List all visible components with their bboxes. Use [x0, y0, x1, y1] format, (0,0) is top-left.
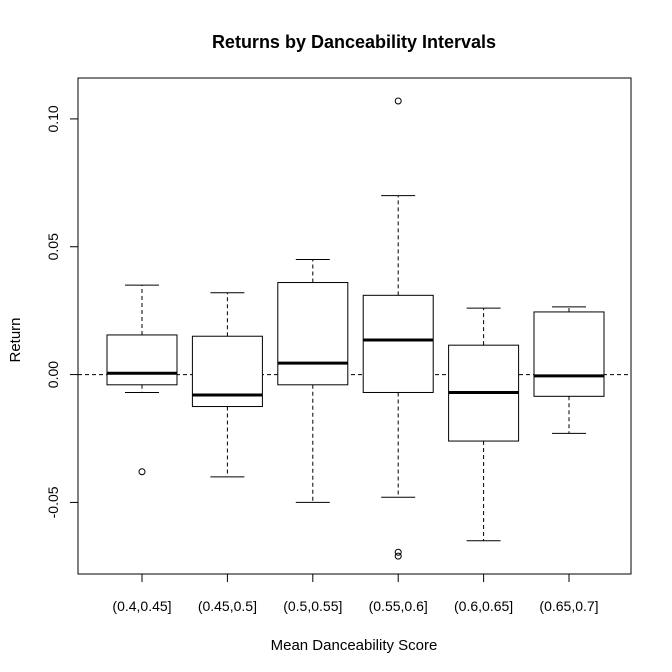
- y-tick-label: 0.05: [45, 233, 61, 260]
- outlier-point: [394, 552, 402, 560]
- y-tick-label: -0.05: [45, 486, 61, 518]
- y-tick-label: 0.00: [45, 361, 61, 388]
- outlier-point: [394, 548, 402, 556]
- outlier-point: [394, 97, 402, 105]
- x-tick-label: (0.65,0.7]: [539, 598, 598, 614]
- x-tick-label: (0.55,0.6]: [369, 598, 428, 614]
- outlier-point: [138, 468, 146, 476]
- x-tick-label: (0.6,0.65]: [454, 598, 513, 614]
- plot-marks: -0.05 0.00 0.05 0.10 (0.4,0.45] (0.45,0.5] (0.…: [45, 97, 631, 614]
- y-axis-label: Return: [7, 317, 24, 362]
- box: [106, 334, 178, 386]
- y-tick-label: 0.10: [45, 105, 61, 132]
- x-axis-label: Mean Danceability Score: [271, 637, 438, 654]
- x-tick-label: (0.4,0.45]: [112, 598, 171, 614]
- chart-title: Returns by Danceability Intervals: [212, 32, 496, 52]
- box: [362, 294, 434, 393]
- x-tick-label: (0.45,0.5]: [198, 598, 257, 614]
- x-tick-label: (0.5,0.55]: [283, 598, 342, 614]
- box: [533, 311, 605, 397]
- box: [277, 282, 349, 386]
